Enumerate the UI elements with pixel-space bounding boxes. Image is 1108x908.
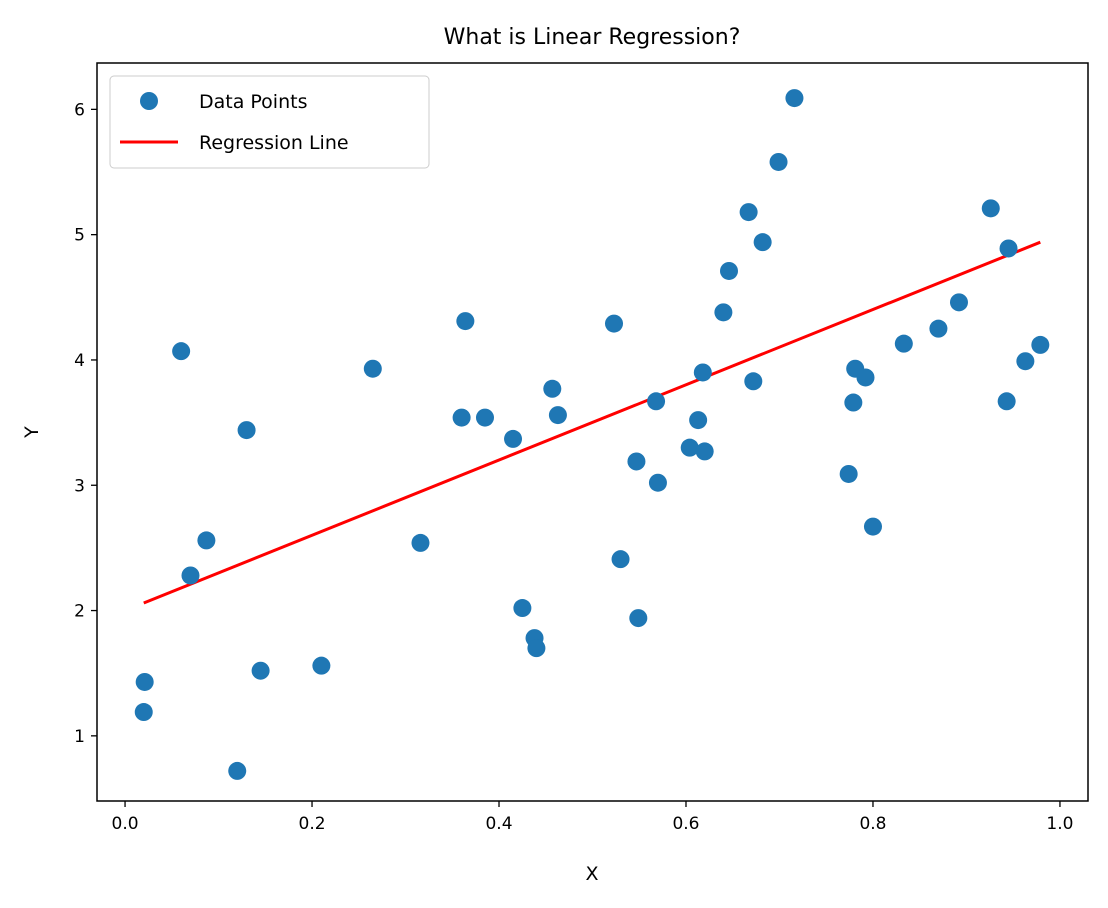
data-point — [135, 672, 154, 691]
data-point — [1016, 352, 1035, 371]
y-tick-label: 5 — [74, 226, 85, 246]
data-point — [999, 239, 1018, 258]
y-tick-label: 1 — [74, 727, 85, 747]
data-point — [548, 406, 567, 425]
data-point — [844, 393, 863, 412]
data-point — [237, 421, 256, 440]
data-point — [695, 442, 714, 461]
y-axis-label: Y — [21, 426, 43, 439]
chart-title: What is Linear Regression? — [444, 25, 741, 50]
data-point — [363, 359, 382, 378]
x-tick-label: 0.4 — [485, 814, 512, 834]
y-tick-label: 3 — [74, 476, 85, 496]
x-tick-label: 0.2 — [299, 814, 326, 834]
data-point — [411, 533, 430, 552]
data-point — [513, 599, 532, 618]
x-tick-label: 0.6 — [672, 814, 699, 834]
data-point — [769, 152, 788, 171]
legend-label-data-points: Data Points — [199, 91, 307, 113]
data-point — [753, 233, 772, 252]
data-point — [863, 517, 882, 536]
data-point — [456, 312, 475, 331]
x-axis-ticks: 0.0 0.2 0.4 0.6 0.8 1.0 — [112, 801, 1073, 834]
data-point — [629, 609, 648, 628]
y-tick-label: 4 — [74, 351, 85, 371]
regression-line — [143, 240, 1041, 605]
data-point — [744, 372, 763, 391]
data-point — [197, 531, 216, 550]
data-point — [981, 199, 1000, 218]
data-point — [543, 379, 562, 398]
data-point — [475, 408, 494, 427]
data-point — [785, 89, 804, 108]
data-point — [997, 392, 1016, 411]
data-point — [894, 334, 913, 353]
legend: Data Points Regression Line — [109, 75, 430, 169]
data-point — [611, 550, 630, 569]
axes-frame — [96, 62, 1089, 802]
data-point — [605, 314, 624, 333]
data-point — [693, 363, 712, 382]
x-tick-label: 0.8 — [859, 814, 886, 834]
x-axis-label: X — [585, 863, 598, 885]
data-point — [647, 392, 666, 411]
regression-line-layer — [143, 240, 1041, 605]
legend-box — [109, 75, 430, 169]
data-point — [929, 319, 948, 338]
data-point — [312, 656, 331, 675]
data-point — [856, 368, 875, 387]
data-point — [452, 408, 471, 427]
data-point — [839, 464, 858, 483]
data-point — [181, 566, 200, 585]
x-tick-label: 0.0 — [112, 814, 139, 834]
data-point — [134, 703, 153, 722]
data-point — [739, 203, 758, 222]
y-tick-label: 6 — [74, 100, 85, 120]
data-point — [172, 342, 191, 361]
y-tick-label: 2 — [74, 602, 85, 622]
legend-label-regression-line: Regression Line — [199, 132, 349, 154]
plot-area — [134, 89, 1050, 780]
data-points-layer — [134, 89, 1050, 780]
data-point — [719, 261, 738, 280]
data-point — [648, 473, 667, 492]
data-point — [714, 303, 733, 322]
data-point — [949, 293, 968, 312]
data-point — [689, 411, 708, 430]
legend-marker-data-points — [140, 92, 158, 110]
data-point — [527, 639, 546, 658]
data-point — [627, 452, 646, 471]
data-point — [228, 761, 247, 780]
data-point — [251, 661, 270, 680]
data-point — [504, 429, 523, 448]
y-axis-ticks: 1 2 3 4 5 6 — [74, 100, 97, 747]
data-point — [680, 438, 699, 457]
data-point — [1031, 335, 1050, 354]
x-tick-label: 1.0 — [1046, 814, 1073, 834]
